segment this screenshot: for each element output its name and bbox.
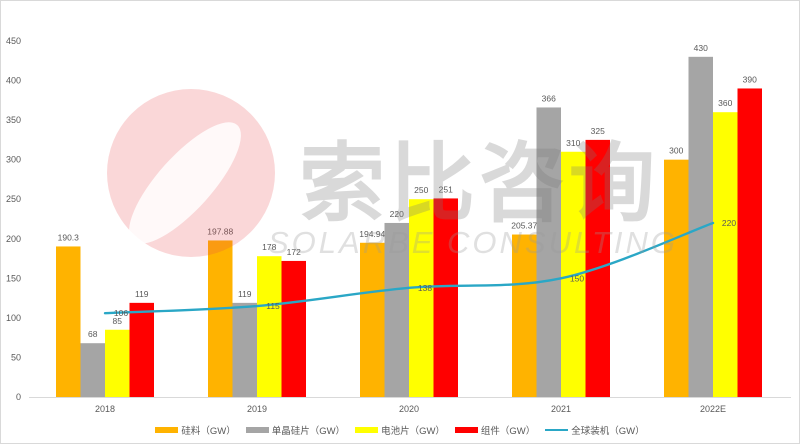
line-data-label: 106 — [114, 308, 128, 318]
legend-label: 单晶硅片（GW） — [271, 426, 346, 437]
x-tick-label: 2018 — [95, 404, 115, 414]
line-data-label: 115 — [266, 301, 280, 311]
bar-data-label: 366 — [542, 93, 556, 103]
y-tick-label: 0 — [16, 392, 21, 402]
x-tick-label: 2020 — [399, 404, 419, 414]
line-global-installation[interactable] — [103, 221, 715, 315]
legend-item-mono-wafer[interactable]: 单晶硅片（GW） — [245, 423, 346, 437]
bar-data-label: 360 — [718, 98, 732, 108]
chart-legend: 硅料（GW） 单晶硅片（GW） 电池片（GW） 组件（GW） 全球装机（GW） — [1, 423, 799, 437]
y-tick-label: 300 — [6, 155, 21, 165]
bar-module-2022E[interactable] — [737, 88, 763, 397]
y-tick-label: 200 — [6, 234, 21, 244]
bar-data-label: 220 — [390, 209, 404, 219]
bar-polysilicon-2019[interactable] — [208, 240, 233, 397]
bar-cell-2019[interactable] — [257, 256, 282, 397]
legend-swatch-polysilicon — [155, 427, 179, 433]
bar-mono-wafer-2020[interactable] — [384, 222, 410, 397]
bar-data-label: 172 — [287, 247, 301, 257]
legend-item-cell[interactable]: 电池片（GW） — [355, 423, 445, 437]
legend-item-global-installation[interactable]: 全球装机（GW） — [545, 423, 645, 437]
legend-item-polysilicon[interactable]: 硅料（GW） — [155, 423, 236, 437]
line-series: 106 115 138 150 220 — [103, 218, 736, 318]
bar-data-label: 85 — [113, 316, 123, 326]
y-tick-label: 350 — [6, 115, 21, 125]
legend-swatch-module — [454, 427, 478, 433]
x-tick-label: 2021 — [551, 404, 571, 414]
y-tick-label: 100 — [6, 313, 21, 323]
bar-data-label: 197.88 — [207, 226, 233, 236]
x-tick-label: 2022E — [700, 404, 726, 414]
bar-data-label: 430 — [694, 43, 708, 53]
bar-data-label: 325 — [591, 126, 605, 136]
legend-label: 电池片（GW） — [381, 426, 445, 437]
bar-cell-2018[interactable] — [105, 329, 130, 397]
bar-data-label: 300 — [669, 146, 683, 156]
legend-swatch-mono-wafer — [245, 427, 269, 433]
watermark-en-text: SOLARBE CONSULTING — [268, 225, 678, 260]
bar-mono-wafer-2019[interactable] — [232, 302, 258, 397]
bar-data-label: 119 — [238, 289, 252, 299]
y-tick-label: 400 — [6, 76, 21, 86]
y-tick-label: 50 — [11, 352, 21, 362]
x-axis: 2018 2019 2020 2021 2022E — [29, 397, 791, 414]
bar-data-label: 178 — [262, 242, 276, 252]
line-data-label: 150 — [570, 273, 584, 283]
line-data-label: 138 — [418, 283, 432, 293]
legend-label: 组件（GW） — [480, 426, 536, 437]
legend-swatch-global-installation — [545, 429, 569, 431]
bar-data-label: 119 — [135, 289, 149, 299]
y-tick-label: 450 — [6, 36, 21, 46]
bar-polysilicon-2022E[interactable] — [664, 159, 689, 397]
y-axis: 0 50 100 150 200 250 300 350 400 450 — [6, 36, 21, 402]
line-data-label: 220 — [722, 218, 736, 228]
bar-cell-2020[interactable] — [409, 199, 434, 397]
bar-data-label: 251 — [439, 184, 453, 194]
bar-polysilicon-2020[interactable] — [360, 242, 385, 397]
bar-module-2020[interactable] — [433, 198, 459, 397]
bar-polysilicon-2021[interactable] — [512, 234, 537, 397]
bar-module-2019[interactable] — [281, 260, 307, 397]
y-tick-label: 250 — [6, 194, 21, 204]
watermark-logo-icon — [107, 89, 275, 257]
bar-data-label: 194.94 — [359, 229, 385, 239]
x-tick-label: 2019 — [247, 404, 267, 414]
bar-data-label: 390 — [743, 74, 757, 84]
legend-label: 全球装机（GW） — [571, 426, 645, 437]
bar-module-2018[interactable] — [129, 302, 155, 397]
legend-label: 硅料（GW） — [181, 426, 236, 437]
legend-swatch-cell — [355, 427, 379, 433]
bar-cell-2022E[interactable] — [713, 112, 738, 397]
legend-item-module[interactable]: 组件（GW） — [454, 423, 536, 437]
bar-data-label: 310 — [566, 138, 580, 148]
bar-data-label: 68 — [88, 329, 98, 339]
bar-data-label: 205.37 — [511, 221, 537, 231]
bar-mono-wafer-2018[interactable] — [80, 343, 106, 397]
y-tick-label: 150 — [6, 273, 21, 283]
bar-data-label: 250 — [414, 185, 428, 195]
bar-polysilicon-2018[interactable] — [56, 246, 81, 397]
bar-mono-wafer-2021[interactable] — [536, 107, 562, 397]
bar-data-label: 190.3 — [58, 232, 80, 242]
bar-series: 190.3 68 85 119 197.88 119 178 172 194.94 220 250 2… — [56, 43, 762, 397]
